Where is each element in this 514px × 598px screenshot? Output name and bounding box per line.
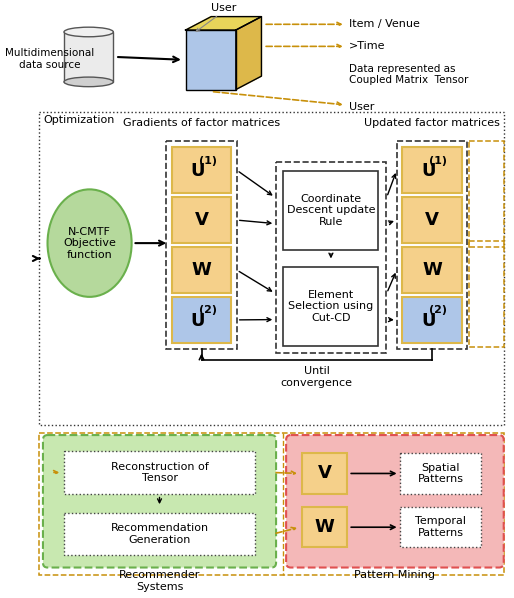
Bar <box>64 513 255 555</box>
Text: Spatial
Patterns: Spatial Patterns <box>418 463 464 484</box>
Text: Item / Venue: Item / Venue <box>349 19 420 29</box>
Bar <box>402 247 462 293</box>
Ellipse shape <box>47 190 132 297</box>
Text: V: V <box>425 211 439 229</box>
Ellipse shape <box>64 27 114 36</box>
Text: Updated factor matrices: Updated factor matrices <box>364 118 500 128</box>
Bar <box>167 141 237 349</box>
Text: Optimization: Optimization <box>43 115 114 126</box>
FancyBboxPatch shape <box>286 435 504 568</box>
Text: W: W <box>192 261 211 279</box>
Text: Recommender
Systems: Recommender Systems <box>119 570 200 592</box>
Text: U: U <box>421 312 435 330</box>
Text: Multidimensional
data source: Multidimensional data source <box>5 48 94 69</box>
Text: Recommendation
Generation: Recommendation Generation <box>111 523 209 545</box>
Bar <box>172 297 231 343</box>
Bar <box>276 161 386 353</box>
Bar <box>283 267 378 346</box>
Bar <box>172 197 231 243</box>
Text: >Time: >Time <box>349 41 386 51</box>
Text: Until
convergence: Until convergence <box>281 366 353 388</box>
Bar <box>397 141 467 349</box>
Bar <box>172 147 231 193</box>
Text: Data represented as
Coupled Matrix  Tensor: Data represented as Coupled Matrix Tenso… <box>349 63 469 86</box>
Text: Pattern Mining: Pattern Mining <box>355 570 435 581</box>
Bar <box>402 197 462 243</box>
Text: (1): (1) <box>429 155 447 166</box>
Polygon shape <box>186 17 262 30</box>
Bar <box>400 453 481 493</box>
Text: N-CMTF
Objective
function: N-CMTF Objective function <box>63 227 116 260</box>
Text: V: V <box>195 211 209 229</box>
Bar <box>186 30 236 90</box>
Text: U: U <box>191 162 205 180</box>
Text: User: User <box>211 3 236 13</box>
Bar <box>469 141 504 247</box>
Text: W: W <box>422 261 442 279</box>
Bar <box>402 147 462 193</box>
Polygon shape <box>236 17 262 90</box>
Bar <box>283 171 378 250</box>
Text: Element
Selection using
Cut-CD: Element Selection using Cut-CD <box>288 290 374 323</box>
Bar <box>402 297 462 343</box>
Text: (2): (2) <box>429 306 447 315</box>
Text: Gradients of factor matrices: Gradients of factor matrices <box>123 118 280 128</box>
Text: V: V <box>318 465 332 483</box>
Bar <box>302 507 347 547</box>
FancyBboxPatch shape <box>43 435 276 568</box>
Text: Reconstruction of
Tensor: Reconstruction of Tensor <box>111 462 208 483</box>
Bar <box>39 433 504 575</box>
Bar <box>64 451 255 493</box>
Bar <box>64 32 114 82</box>
Text: Temporal
Patterns: Temporal Patterns <box>415 517 466 538</box>
Bar <box>39 112 504 425</box>
Bar <box>469 241 504 347</box>
Text: (1): (1) <box>199 155 217 166</box>
Text: Coordinate
Descent update
Rule: Coordinate Descent update Rule <box>287 194 375 227</box>
Bar <box>172 247 231 293</box>
Text: (2): (2) <box>199 306 217 315</box>
Text: User: User <box>349 102 375 112</box>
Text: W: W <box>315 518 335 536</box>
Text: U: U <box>421 162 435 180</box>
Text: U: U <box>191 312 205 330</box>
Bar <box>400 507 481 547</box>
Bar <box>302 453 347 493</box>
Ellipse shape <box>64 77 114 87</box>
